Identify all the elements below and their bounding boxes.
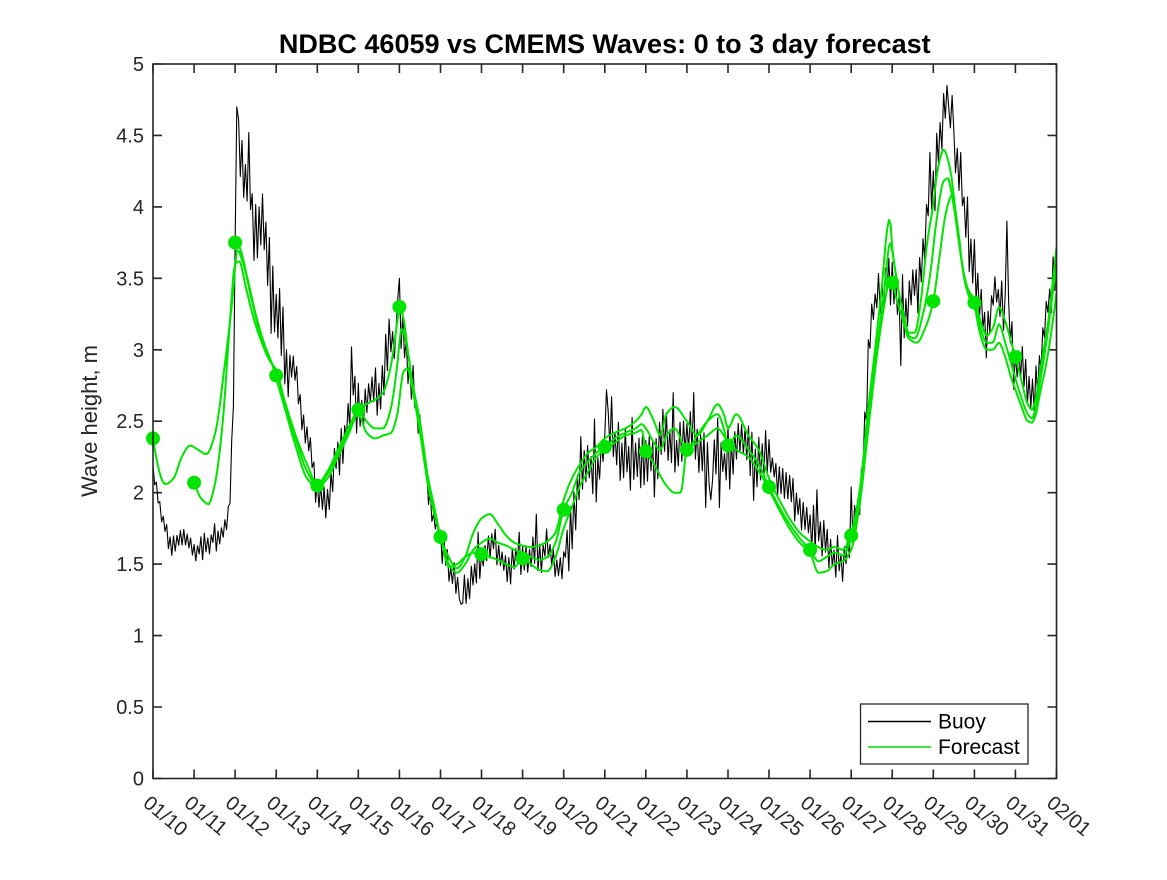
svg-text:5: 5 bbox=[133, 54, 144, 76]
svg-text:4: 4 bbox=[133, 197, 144, 219]
svg-text:1.5: 1.5 bbox=[116, 554, 144, 576]
svg-text:3.5: 3.5 bbox=[116, 268, 144, 290]
svg-text:NDBC 46059 vs CMEMS Waves: 0 t: NDBC 46059 vs CMEMS Waves: 0 to 3 day fo… bbox=[279, 29, 931, 59]
svg-text:2: 2 bbox=[133, 483, 144, 505]
svg-text:3: 3 bbox=[133, 340, 144, 362]
svg-text:Forecast: Forecast bbox=[938, 736, 1020, 759]
svg-text:0.5: 0.5 bbox=[116, 697, 144, 719]
svg-text:Wave height, m: Wave height, m bbox=[77, 345, 102, 497]
svg-text:1: 1 bbox=[133, 626, 144, 648]
svg-text:Buoy: Buoy bbox=[938, 711, 986, 734]
svg-text:0: 0 bbox=[133, 769, 144, 791]
svg-text:4.5: 4.5 bbox=[116, 125, 144, 147]
svg-text:2.5: 2.5 bbox=[116, 411, 144, 433]
